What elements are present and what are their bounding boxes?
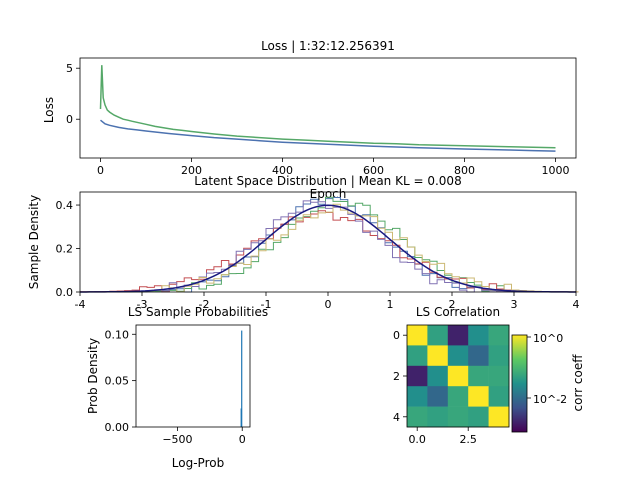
corr-cell (407, 406, 428, 428)
corr-cell (468, 365, 489, 387)
latent-xtick-label: -2 (199, 298, 210, 311)
latent-panel: Latent Space Distribution | Mean KL = 0.… (27, 174, 580, 311)
corr-cell (447, 365, 469, 387)
latent-series-2 (80, 210, 579, 293)
corr-cell (407, 365, 428, 387)
colorbar-tick-mid: 10^-2 (533, 393, 567, 406)
latent-xtick-label: 3 (511, 298, 518, 311)
corr-xtick-label: 2.5 (459, 433, 477, 446)
latent-xtick-label: 2 (449, 298, 456, 311)
corr-xtick-label: 0.0 (408, 433, 426, 446)
latent-plot-area: -4 -3 -2 -1 0 1 2 3 4 0.0 0.2 0.4 (56, 196, 580, 311)
probs-ylabel: Prob Density (86, 338, 100, 414)
corr-cell (407, 345, 428, 367)
latent-title: Latent Space Distribution | Mean KL = 0.… (194, 174, 461, 188)
corr-panel: LS Correlation 0.0 2.5 0 2 4 10^0 10^-2 corr… (393, 305, 585, 446)
latent-series-3 (80, 200, 579, 293)
corr-cell (488, 406, 510, 428)
probs-bar-1 (241, 330, 243, 427)
corr-colorbar (511, 334, 528, 433)
loss-plot-area: 0 200 400 600 800 1000 0 5 (66, 62, 570, 177)
corr-cell (488, 345, 510, 367)
latent-xtick-label: -4 (75, 298, 86, 311)
latent-ylabel: Sample Density (27, 195, 41, 289)
latent-xtick-label: 4 (573, 298, 580, 311)
loss-series-1 (100, 119, 556, 152)
corr-cell (407, 386, 428, 407)
corr-cell (468, 386, 489, 407)
loss-xtick-label: 1000 (542, 164, 570, 177)
latent-frame (79, 191, 577, 293)
corr-cell (447, 325, 469, 346)
latent-ytick-label: 0.2 (56, 243, 74, 256)
probs-panel: LS Sample Probabilities Prob Density Log… (86, 305, 268, 470)
probs-ytick-label: 0.10 (105, 328, 130, 341)
loss-xtick-label: 600 (363, 164, 384, 177)
loss-xtick-label: 400 (272, 164, 293, 177)
loss-title: Loss | 1:32:12.256391 (261, 39, 395, 53)
corr-cell (488, 386, 510, 407)
probs-ytick-label: 0.05 (105, 375, 130, 388)
loss-xtick-label: 200 (181, 164, 202, 177)
loss-ylabel: Loss (42, 97, 56, 123)
loss-ytick-label: 0 (66, 113, 73, 126)
latent-xtick-label: 0 (325, 298, 332, 311)
probs-xlabel: Log-Prob (172, 456, 224, 470)
corr-cell (447, 345, 469, 367)
latent-xtick-label: -3 (137, 298, 148, 311)
probs-ytick-label: 0.00 (105, 421, 130, 434)
loss-xtick-label: 800 (454, 164, 475, 177)
corr-ytick-label: 0 (393, 329, 400, 342)
latent-xtick-label: 1 (387, 298, 394, 311)
colorbar-tick-top: 10^0 (533, 332, 563, 345)
corr-heatmap: 0.0 2.5 0 2 4 (393, 325, 510, 446)
loss-frame (79, 57, 577, 159)
loss-xtick-label: 0 (97, 164, 104, 177)
corr-cell (427, 345, 449, 367)
loss-panel: Loss | 1:32:12.256391 Loss Epoch 0 200 400… (42, 39, 577, 201)
corr-cell (427, 386, 449, 407)
latent-series-5 (80, 204, 576, 293)
latent-series-4 (80, 203, 579, 293)
corr-cell (407, 325, 428, 346)
probs-xtick-label: −500 (162, 433, 192, 446)
loss-series-0 (99, 65, 556, 149)
probs-frame (135, 324, 251, 428)
probs-title: LS Sample Probabilities (128, 305, 268, 319)
latent-xtick-label: -1 (261, 298, 272, 311)
corr-cell (427, 325, 449, 346)
corr-cell (488, 365, 510, 387)
corr-ytick-label: 4 (393, 411, 400, 424)
corr-ytick-label: 2 (393, 370, 400, 383)
corr-cell (427, 365, 449, 387)
corr-cell (468, 406, 489, 428)
corr-frame (406, 324, 510, 428)
loss-ytick-label: 5 (66, 62, 73, 75)
latent-ytick-label: 0.4 (56, 199, 74, 212)
probs-plot-area: −500 0 0.00 0.05 0.10 (105, 328, 246, 446)
corr-cell (468, 325, 489, 346)
corr-cell (468, 345, 489, 367)
latent-series-1 (80, 196, 579, 293)
corr-cell (488, 325, 510, 346)
corr-cell (427, 406, 449, 428)
colorbar-label: corr coeff (571, 354, 585, 412)
probs-xtick-label: 0 (239, 433, 246, 446)
corr-cell (447, 406, 469, 428)
corr-cell (447, 386, 469, 407)
corr-title: LS Correlation (416, 305, 500, 319)
latent-ytick-label: 0.0 (56, 286, 74, 299)
